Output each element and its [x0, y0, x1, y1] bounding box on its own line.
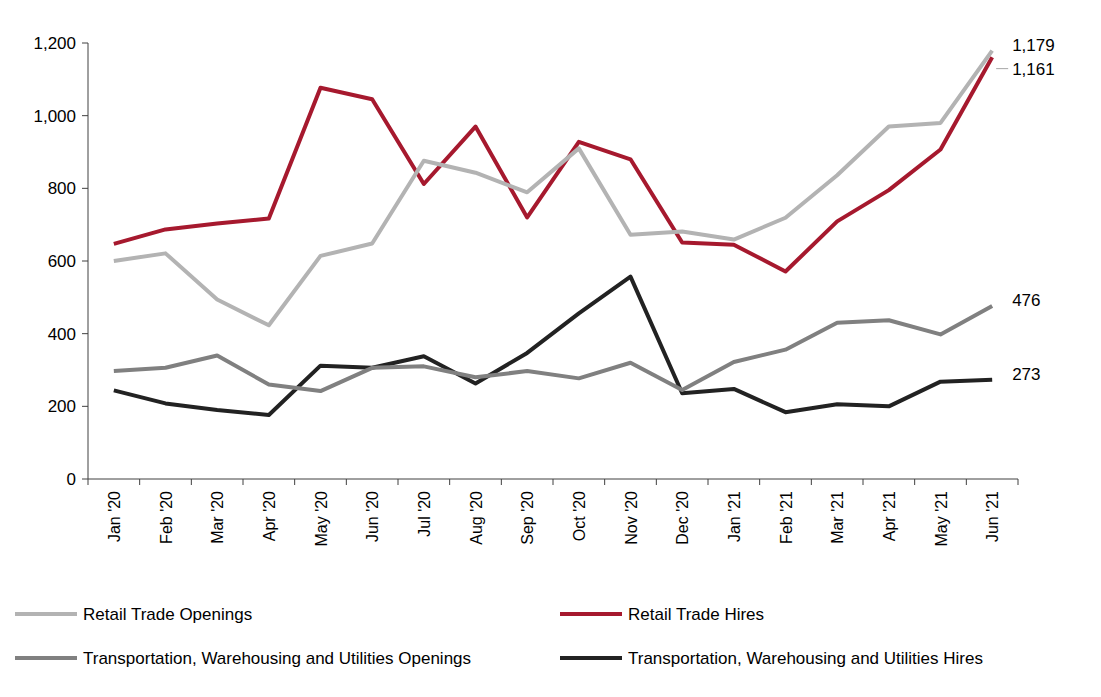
- x-tick-label: Mar '21: [829, 491, 846, 544]
- legend-item: Transportation, Warehousing and Utilitie…: [15, 649, 471, 668]
- legend-label: Retail Trade Openings: [83, 605, 252, 624]
- data-label: 273: [1012, 365, 1040, 384]
- x-tick: [656, 479, 657, 485]
- y-tick: [82, 406, 88, 407]
- y-tick-label: 600: [48, 252, 76, 271]
- y-tick-label: 1,000: [33, 107, 76, 126]
- y-tick-label: 800: [48, 179, 76, 198]
- x-tick-label: Feb '21: [778, 491, 795, 544]
- legend-swatch: [15, 656, 77, 660]
- x-tick: [398, 479, 399, 485]
- series-line: [114, 57, 992, 271]
- x-tick: [811, 479, 812, 485]
- y-tick: [82, 43, 88, 44]
- legend-item: Transportation, Warehousing and Utilitie…: [560, 649, 983, 668]
- x-tick: [243, 479, 244, 485]
- data-label: 476: [1012, 291, 1040, 310]
- y-tick: [82, 479, 88, 480]
- x-tick: [88, 479, 89, 485]
- x-tick-label: Apr '20: [261, 491, 278, 541]
- x-tick: [139, 479, 140, 485]
- x-tick-label: Sep '20: [519, 491, 536, 545]
- legend-label: Transportation, Warehousing and Utilitie…: [628, 649, 983, 668]
- legend-label: Retail Trade Hires: [628, 605, 764, 624]
- x-tick-label: Mar '20: [209, 491, 226, 544]
- series-line: [114, 277, 992, 415]
- legend-swatch: [560, 612, 622, 616]
- y-tick: [82, 333, 88, 334]
- x-tick: [346, 479, 347, 485]
- x-tick-label: Jan '21: [726, 491, 743, 542]
- x-tick: [708, 479, 709, 485]
- x-tick: [914, 479, 915, 485]
- x-tick: [191, 479, 192, 485]
- x-tick: [863, 479, 864, 485]
- x-tick: [501, 479, 502, 485]
- y-tick-label: 0: [67, 470, 76, 489]
- data-label: 1,161: [1012, 60, 1055, 79]
- legend-item: Retail Trade Openings: [15, 605, 252, 624]
- x-tick-label: Feb '20: [158, 491, 175, 544]
- y-tick: [82, 188, 88, 189]
- x-tick: [604, 479, 605, 485]
- x-tick-label: Dec '20: [674, 491, 691, 545]
- legend-item: Retail Trade Hires: [560, 605, 764, 624]
- y-tick-label: 200: [48, 397, 76, 416]
- x-tick-label: May '21: [933, 491, 950, 547]
- x-tick-label: Apr '21: [881, 491, 898, 541]
- x-tick-label: Jun '21: [984, 491, 1001, 542]
- y-tick: [82, 261, 88, 262]
- x-tick-label: Jan '20: [106, 491, 123, 542]
- x-tick-label: Jul '20: [416, 491, 433, 537]
- x-tick: [966, 479, 967, 485]
- x-tick-label: Aug '20: [468, 491, 485, 545]
- x-tick: [759, 479, 760, 485]
- x-tick: [449, 479, 450, 485]
- data-label: 1,179: [1012, 36, 1055, 55]
- x-tick: [1018, 479, 1019, 485]
- legend-label: Transportation, Warehousing and Utilitie…: [83, 649, 471, 668]
- legend-swatch: [15, 612, 77, 616]
- x-tick-label: Oct '20: [571, 491, 588, 541]
- y-tick: [82, 115, 88, 116]
- x-tick-label: Nov '20: [623, 491, 640, 545]
- chart: 0 200 400 600 800 1,000 1,200 Jan '20 Feb '20 Mar…: [0, 0, 1101, 697]
- legend-swatch: [560, 656, 622, 660]
- series-line: [114, 51, 992, 326]
- plot-area: [114, 51, 992, 415]
- label-leader: [996, 68, 1008, 69]
- y-tick-label: 400: [48, 325, 76, 344]
- x-tick: [294, 479, 295, 485]
- x-tick-label: May '20: [313, 491, 330, 547]
- series-line: [114, 306, 992, 391]
- x-tick: [553, 479, 554, 485]
- y-tick-label: 1,200: [33, 34, 76, 53]
- x-tick-label: Jun '20: [364, 491, 381, 542]
